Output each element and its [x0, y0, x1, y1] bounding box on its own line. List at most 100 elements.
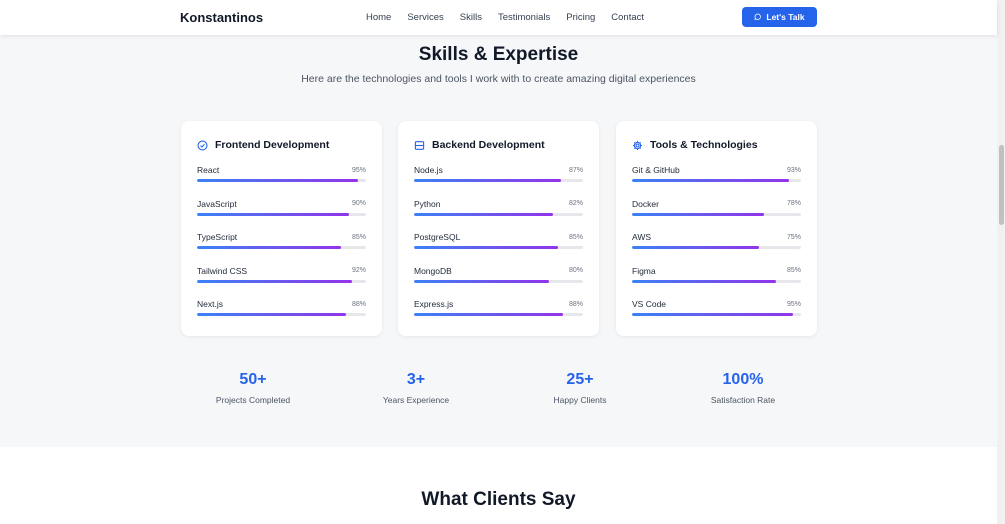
progress-fill [632, 179, 790, 182]
skill-name: VS Code [632, 299, 667, 310]
skill-percent: 85% [351, 233, 366, 241]
progress-track [414, 313, 583, 317]
progress-fill [197, 212, 350, 216]
skill-percent: 87% [568, 166, 583, 174]
skill-name: JavaScript [197, 198, 237, 209]
stat-value: 3+ [406, 371, 426, 388]
skill-item: VS Code 95% [632, 298, 801, 332]
stat-satisfaction: 100% Satisfaction Rate [663, 371, 823, 405]
progress-track [632, 279, 801, 283]
skill-percent: 85% [568, 233, 583, 241]
skill-percent: 93% [786, 166, 801, 174]
progress-track [197, 179, 366, 182]
page-scrollbar[interactable] [997, 0, 1005, 524]
progress-track [632, 179, 801, 182]
skill-item: TypeScript 85% [197, 231, 366, 265]
progress-fill [414, 313, 563, 317]
skill-card-backend: Backend Development Node.js 87% Python 82%… [398, 121, 599, 336]
skill-name: Figma [632, 265, 656, 276]
progress-track [414, 179, 583, 182]
skill-item: Express.js 88% [414, 298, 583, 332]
progress-track [197, 212, 366, 216]
skill-name: Python [414, 198, 441, 209]
stat-label: Years Experience [382, 395, 450, 405]
skill-card-frontend: Frontend Development React 95% JavaScript… [181, 121, 382, 336]
nav-link-skills[interactable]: Skills [459, 12, 482, 23]
lets-talk-label: Let's Talk [766, 12, 805, 22]
skill-name: PostgreSQL [414, 232, 461, 243]
skill-percent: 90% [351, 200, 366, 208]
nav-link-testimonials[interactable]: Testimonials [497, 12, 551, 23]
stat-label: Satisfaction Rate [710, 395, 776, 405]
skill-name: React [197, 165, 220, 175]
skill-percent: 88% [568, 300, 583, 308]
skill-name: Node.js [414, 165, 443, 175]
skills-subtitle: Here are the technologies and tools I wo… [301, 73, 696, 85]
stat-label: Happy Clients [553, 395, 607, 405]
progress-fill [632, 279, 776, 283]
progress-track [197, 246, 366, 250]
stat-label: Projects Completed [215, 395, 291, 405]
skill-percent: 80% [568, 267, 583, 275]
stat-experience: 3+ Years Experience [336, 371, 496, 405]
card-title: Backend Development [432, 139, 545, 151]
progress-track [414, 212, 583, 216]
top-navbar: Konstantinos Home Services Skills Testim… [0, 0, 997, 35]
testimonials-section: What Clients Say [0, 447, 997, 524]
progress-track [632, 246, 801, 250]
skill-name: AWS [632, 232, 652, 243]
card-title: Tools & Technologies [650, 139, 758, 151]
skill-name: TypeScript [197, 232, 238, 243]
progress-fill [197, 279, 353, 283]
progress-fill [197, 179, 358, 182]
skill-item: React 95% [197, 164, 366, 198]
progress-track [414, 246, 583, 250]
skill-percent: 82% [568, 200, 583, 208]
stat-value: 50+ [239, 371, 267, 388]
skill-percent: 92% [351, 267, 366, 275]
testimonials-title: What Clients Say [421, 489, 576, 510]
skill-name: MongoDB [414, 265, 452, 276]
progress-fill [414, 279, 550, 283]
server-icon [414, 140, 425, 150]
skill-item: MongoDB 80% [414, 265, 583, 299]
progress-track [197, 279, 366, 283]
skill-item: Git & GitHub 93% [632, 164, 801, 198]
brand-logo[interactable]: Konstantinos [180, 10, 264, 25]
progress-fill [414, 212, 553, 216]
skill-card-tools: Tools & Technologies Git & GitHub 93% Doc… [616, 121, 817, 336]
progress-fill [632, 246, 759, 250]
skill-percent: 75% [786, 233, 801, 241]
skill-percent: 88% [351, 300, 366, 308]
stat-projects: 50+ Projects Completed [173, 371, 333, 405]
skill-item: AWS 75% [632, 231, 801, 265]
chat-bubble-icon [754, 13, 762, 21]
nav-link-pricing[interactable]: Pricing [566, 12, 596, 23]
skill-item: Tailwind CSS 92% [197, 265, 366, 299]
skill-percent: 95% [786, 300, 801, 308]
nav-link-services[interactable]: Services [407, 12, 444, 23]
skill-item: Node.js 87% [414, 164, 583, 198]
skill-name: Tailwind CSS [197, 265, 248, 276]
skill-percent: 78% [786, 200, 801, 208]
stat-value: 100% [722, 371, 764, 388]
progress-fill [632, 212, 764, 216]
progress-track [414, 279, 583, 283]
skill-item: JavaScript 90% [197, 198, 366, 232]
skill-percent: 85% [786, 267, 801, 275]
skill-item: PostgreSQL 85% [414, 231, 583, 265]
nav-link-home[interactable]: Home [366, 12, 392, 23]
skill-name: Next.js [197, 299, 223, 310]
card-title: Frontend Development [215, 139, 330, 151]
lets-talk-button[interactable]: Let's Talk [742, 7, 817, 27]
check-circle-icon [197, 139, 208, 151]
nav-link-contact[interactable]: Contact [611, 12, 645, 23]
skill-name: Express.js [414, 299, 454, 310]
progress-fill [632, 313, 793, 317]
progress-fill [414, 179, 562, 182]
skill-item: Next.js 88% [197, 298, 366, 332]
skills-title: Skills & Expertise [418, 44, 579, 65]
scrollbar-thumb[interactable] [999, 145, 1004, 225]
progress-track [632, 313, 801, 317]
stat-clients: 25+ Happy Clients [500, 371, 660, 405]
